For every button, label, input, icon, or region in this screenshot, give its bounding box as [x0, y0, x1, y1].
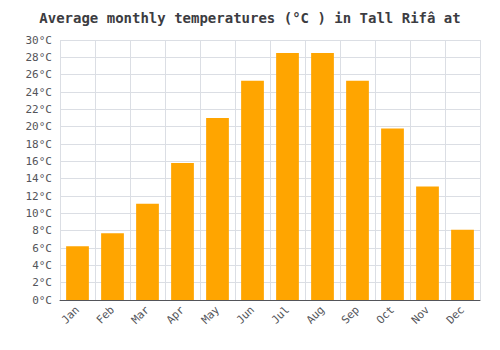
svg-text:24°C: 24°C — [26, 86, 53, 99]
svg-text:18°C: 18°C — [26, 138, 53, 151]
svg-text:Dec: Dec — [444, 303, 467, 326]
svg-text:Jan: Jan — [59, 303, 82, 326]
svg-text:28°C: 28°C — [26, 51, 53, 64]
svg-text:Apr: Apr — [164, 303, 187, 326]
svg-text:26°C: 26°C — [26, 68, 53, 81]
svg-text:May: May — [199, 303, 222, 326]
svg-text:8°C: 8°C — [32, 224, 52, 237]
svg-text:Jun: Jun — [234, 303, 257, 326]
svg-text:Feb: Feb — [94, 303, 117, 326]
svg-text:22°C: 22°C — [26, 103, 53, 116]
svg-text:10°C: 10°C — [26, 207, 53, 220]
svg-text:30°C: 30°C — [26, 34, 53, 47]
svg-text:16°C: 16°C — [26, 155, 53, 168]
svg-text:Oct: Oct — [374, 303, 397, 326]
svg-text:Mar: Mar — [129, 303, 152, 326]
svg-text:Sep: Sep — [339, 303, 362, 326]
svg-text:20°C: 20°C — [26, 120, 53, 133]
svg-text:6°C: 6°C — [32, 242, 52, 255]
svg-text:4°C: 4°C — [32, 259, 52, 272]
svg-text:2°C: 2°C — [32, 276, 52, 289]
svg-text:Average monthly temperatures (: Average monthly temperatures (°C ) in Ta… — [39, 10, 460, 26]
svg-text:Aug: Aug — [304, 303, 327, 326]
svg-text:0°C: 0°C — [32, 294, 52, 307]
svg-text:12°C: 12°C — [26, 190, 53, 203]
svg-text:Jul: Jul — [269, 303, 292, 326]
svg-text:14°C: 14°C — [26, 172, 53, 185]
svg-text:Nov: Nov — [409, 303, 432, 326]
